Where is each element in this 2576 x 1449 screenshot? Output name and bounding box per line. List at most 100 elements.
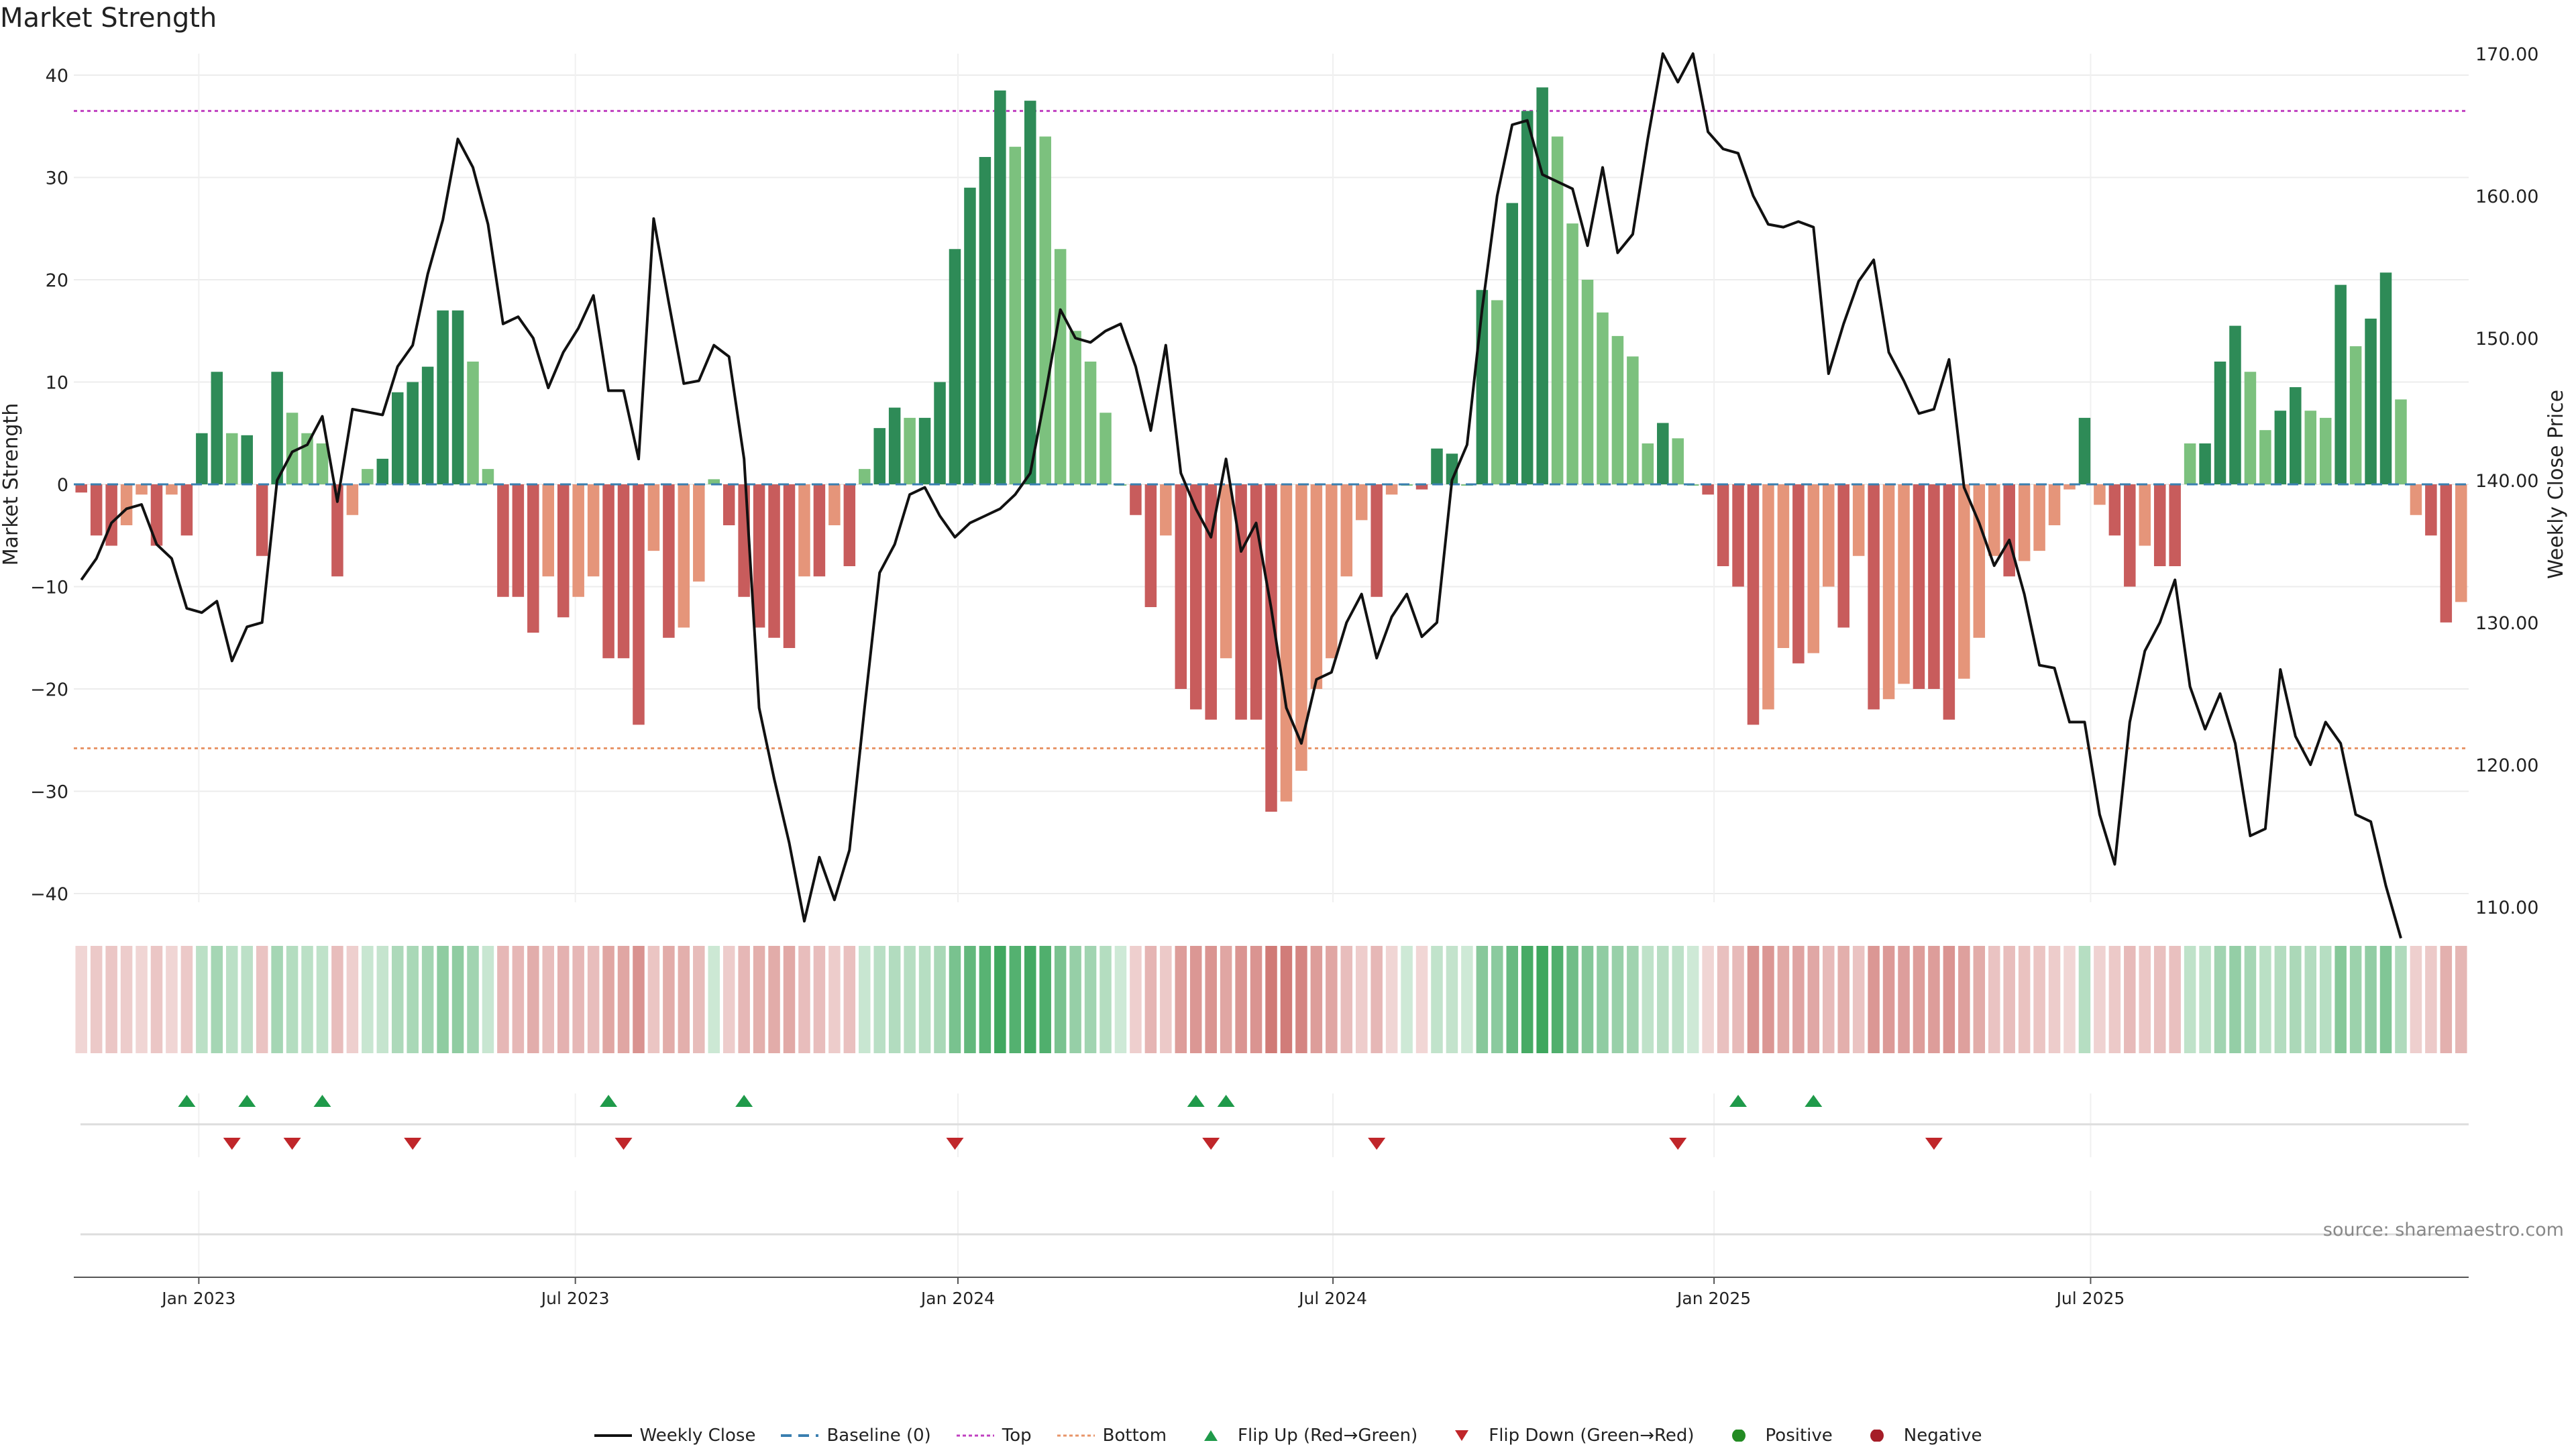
heatmap-cell — [2063, 946, 2076, 1053]
legend-label: Baseline (0) — [826, 1426, 931, 1446]
strength-bar — [286, 413, 299, 484]
heatmap-cell — [1506, 946, 1519, 1053]
heatmap-cell — [813, 946, 826, 1053]
strength-bar — [1099, 413, 1112, 484]
right-tick-label: 120.00 — [2475, 755, 2538, 776]
heatmap-cell — [407, 946, 419, 1053]
strength-bar — [1958, 484, 1970, 679]
strength-bar — [2365, 318, 2377, 484]
heatmap-cell — [376, 946, 389, 1053]
strength-bar — [587, 484, 600, 577]
strength-bar — [421, 366, 434, 484]
heatmap-cell — [1627, 946, 1639, 1053]
strength-bar — [888, 407, 901, 484]
heatmap-cell — [1597, 946, 1609, 1053]
heatmap-cell — [1973, 946, 1986, 1053]
legend-label: Weekly Close — [639, 1426, 756, 1446]
strength-bar — [1536, 87, 1548, 485]
heatmap-cell — [105, 946, 117, 1053]
flip-down-marker — [223, 1138, 241, 1150]
strength-bar — [1054, 249, 1067, 484]
heatmap-cell — [1024, 946, 1036, 1053]
strength-bar — [2455, 484, 2467, 602]
heatmap-cell — [1898, 946, 1910, 1053]
heatmap-cell — [1160, 946, 1172, 1053]
legend-item-positive: Positive — [1720, 1426, 1833, 1446]
heatmap-cell — [256, 946, 268, 1053]
strength-bar — [979, 157, 991, 484]
heatmap-cell — [2139, 946, 2151, 1053]
strength-bar — [1928, 484, 1940, 689]
strength-bar — [271, 372, 283, 484]
strength-bar — [1581, 280, 1594, 484]
strength-bar — [437, 310, 449, 484]
heatmap-cell — [451, 946, 464, 1053]
heatmap-cell — [2244, 946, 2257, 1053]
strength-bar — [2169, 484, 2181, 566]
heatmap-cell — [1069, 946, 1081, 1053]
strength-bars — [75, 87, 2467, 812]
heatmap-cell — [722, 946, 735, 1053]
strength-bar — [1852, 484, 1865, 556]
strength-bar — [768, 484, 780, 638]
baseline-legend-icon — [781, 1434, 819, 1437]
strength-bar — [2425, 484, 2437, 536]
strength-bar — [1024, 101, 1036, 484]
x-tick-label: Jul 2025 — [2055, 1289, 2125, 1308]
heatmap-cell — [120, 946, 133, 1053]
strength-bar — [1882, 484, 1895, 700]
heatmap-cell — [2319, 946, 2332, 1053]
strength-bar — [105, 484, 117, 546]
strength-bar — [2033, 484, 2045, 551]
strength-bar — [1988, 484, 2000, 556]
right-tick-label: 150.00 — [2475, 329, 2538, 350]
positive-legend-icon — [1731, 1430, 1746, 1442]
heatmap-cell — [678, 946, 690, 1053]
heatmap-cell — [391, 946, 404, 1053]
heatmap-cell — [1099, 946, 1112, 1053]
strength-bar — [1220, 484, 1232, 659]
strength-bar — [2153, 484, 2166, 566]
heatmap-cell — [828, 946, 841, 1053]
heatmap-cell — [693, 946, 705, 1053]
heatmap-cell — [1205, 946, 1217, 1053]
heatmap-cell — [1521, 946, 1534, 1053]
strength-bar — [904, 417, 916, 484]
left-tick-label: 30 — [46, 168, 68, 189]
strength-bar — [391, 392, 404, 484]
heatmap-cell — [587, 946, 600, 1053]
legend-item-flip-down: Flip Down (Green→Red) — [1443, 1426, 1695, 1446]
heatmap-cell — [2169, 946, 2181, 1053]
flip-down-marker — [283, 1138, 301, 1150]
heatmap-cell — [1144, 946, 1157, 1053]
right-tick-label: 160.00 — [2475, 186, 2538, 207]
strength-bar — [1611, 335, 1624, 484]
heatmap-cell — [1491, 946, 1503, 1053]
heatmap-cell — [136, 946, 148, 1053]
heatmap-cell — [211, 946, 223, 1053]
heatmap-cell — [633, 946, 645, 1053]
heatmap-cell — [1551, 946, 1564, 1053]
strength-bar — [1973, 484, 1986, 638]
heatmap-cell — [1958, 946, 1970, 1053]
heatmap-cell — [346, 946, 359, 1053]
right-tick-label: 130.00 — [2475, 613, 2538, 634]
strength-bar — [1355, 484, 1368, 521]
heatmap-cell — [2410, 946, 2422, 1053]
heatmap-cell — [918, 946, 931, 1053]
strength-bar — [1265, 484, 1277, 812]
heatmap-cell — [1340, 946, 1353, 1053]
strength-bar — [1340, 484, 1353, 577]
heatmap-cell — [2124, 946, 2136, 1053]
heatmap-cell — [301, 946, 313, 1053]
legend-item-negative: Negative — [1858, 1426, 1982, 1446]
strength-bar — [2349, 346, 2362, 484]
strength-bar — [2003, 484, 2015, 577]
heatmap-cell — [994, 946, 1006, 1053]
strength-bar — [633, 484, 645, 725]
heatmap-cell — [225, 946, 238, 1053]
right-tick-label: 110.00 — [2475, 898, 2538, 918]
strength-bar — [2078, 417, 2091, 484]
x-tick-label: Jan 2025 — [1676, 1289, 1751, 1308]
heatmap-cell — [437, 946, 449, 1053]
